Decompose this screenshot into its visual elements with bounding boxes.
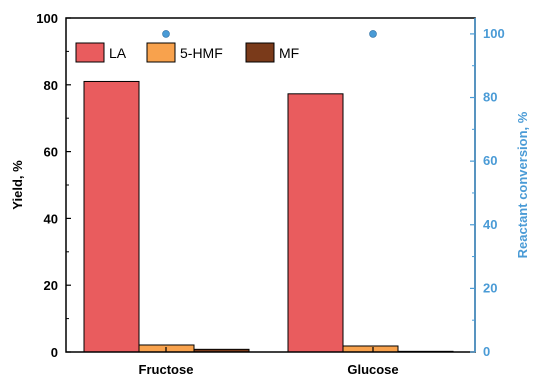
y2-tick-label: 20 xyxy=(483,280,497,295)
y-tick-label: 20 xyxy=(44,278,58,293)
y2-axis-ticks: 0 20 40 60 80 100 xyxy=(470,26,505,359)
legend-label: MF xyxy=(279,45,299,61)
bar-la-glucose xyxy=(287,93,344,353)
y2-tick-label: 60 xyxy=(483,153,497,168)
conversion-marker-fructose xyxy=(162,30,170,38)
conversion-marker-glucose xyxy=(369,30,377,38)
y-tick-label: 60 xyxy=(44,145,58,160)
legend-swatch xyxy=(146,42,176,63)
x-tick-label: Fructose xyxy=(139,362,194,377)
conversion-markers-layer xyxy=(162,30,377,38)
bars-layer xyxy=(83,80,454,353)
legend-swatch xyxy=(245,42,275,63)
y-axis-title: Yield, % xyxy=(10,160,25,210)
y-tick-label: 40 xyxy=(44,211,58,226)
legend-label: LA xyxy=(109,45,127,61)
bar-la-fructose xyxy=(83,80,140,353)
y-tick-label: 0 xyxy=(51,345,58,360)
y-tick-label: 100 xyxy=(36,11,58,26)
legend: LA 5-HMF MF xyxy=(75,42,299,63)
y2-tick-label: 100 xyxy=(483,26,505,41)
y2-tick-label: 40 xyxy=(483,217,497,232)
legend-label: 5-HMF xyxy=(180,45,223,61)
y-tick-label: 80 xyxy=(44,78,58,93)
legend-swatch xyxy=(75,42,105,63)
y2-tick-label: 80 xyxy=(483,90,497,105)
y2-axis-title: Reactant conversion, % xyxy=(515,111,530,258)
bar-5-hmf-glucose xyxy=(342,345,399,353)
y-axis-ticks: 0 20 40 60 80 100 xyxy=(36,11,71,360)
x-axis-ticks: Fructose Glucose xyxy=(139,347,399,377)
y2-tick-label: 0 xyxy=(483,344,490,359)
x-tick-label: Glucose xyxy=(347,362,398,377)
